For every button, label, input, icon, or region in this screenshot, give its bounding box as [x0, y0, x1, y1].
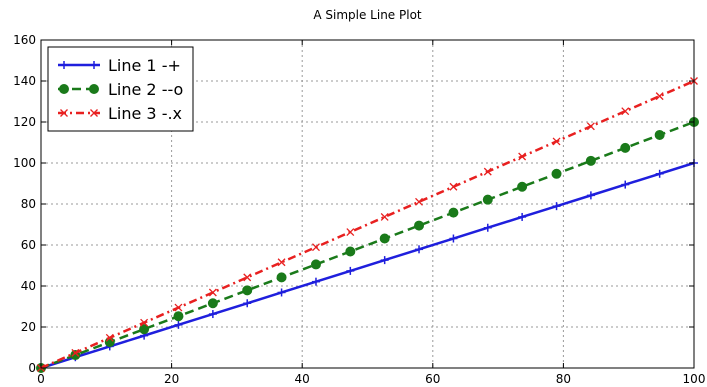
legend-item: Line 3 -.x: [58, 104, 182, 123]
data-point-2: [345, 246, 356, 257]
data-point-2: [414, 220, 425, 231]
data-point-3: [140, 318, 149, 327]
data-point-3: [449, 182, 458, 191]
x-tick-label: 0: [37, 372, 45, 386]
data-point-1: [655, 169, 664, 178]
data-point-2: [585, 155, 596, 166]
data-point-2: [139, 324, 150, 335]
data-point-3: [277, 258, 286, 267]
legend-marker: [90, 109, 98, 117]
data-point-1: [415, 245, 424, 254]
grid: [41, 40, 694, 368]
data-point-1: [380, 256, 389, 265]
data-point-3: [243, 273, 252, 282]
data-point-2: [310, 259, 321, 270]
data-point-2: [207, 298, 218, 309]
data-point-2: [448, 207, 459, 218]
y-tick-label: 160: [13, 33, 36, 47]
data-point-3: [655, 92, 664, 101]
legend-label: Line 3 -.x: [108, 104, 182, 123]
data-point-1: [346, 266, 355, 275]
data-point-1: [208, 310, 217, 319]
y-tick-label: 0: [28, 361, 36, 375]
data-point-3: [346, 228, 355, 237]
data-point-3: [71, 348, 80, 357]
y-tick-label: 60: [21, 238, 36, 252]
y-tick-label: 80: [21, 197, 36, 211]
data-point-3: [312, 243, 320, 252]
data-point-3: [380, 212, 389, 221]
x-tick-label: 100: [683, 372, 706, 386]
data-point-1: [518, 212, 527, 221]
x-tick-label: 40: [295, 372, 310, 386]
data-point-1: [586, 191, 595, 200]
data-point-3: [174, 303, 183, 312]
series-line-1: [40, 161, 695, 370]
series-3: [37, 77, 698, 372]
data-point-1: [277, 288, 286, 297]
series-line-2: [40, 120, 695, 370]
data-point-1: [552, 202, 561, 211]
x-tick-label: 20: [164, 372, 179, 386]
data-point-2: [173, 311, 184, 322]
data-point-1: [621, 180, 630, 189]
data-point-2: [379, 233, 390, 244]
x-tick-label: 80: [556, 372, 571, 386]
data-point-2: [620, 142, 631, 153]
legend-item: Line 2 --o: [58, 80, 183, 99]
data-point-1: [483, 223, 492, 232]
data-point-2: [242, 285, 253, 296]
data-point-1: [311, 277, 320, 286]
legend-marker: [90, 61, 98, 69]
axis-ticks: 0 20 40 60 80 100 0 20 40 60 80 100 120 140 160: [13, 33, 705, 386]
data-point-2: [517, 181, 528, 192]
legend-label: Line 1 -+: [108, 56, 181, 75]
chart-title: A Simple Line Plot: [313, 8, 422, 22]
x-tick-label: 60: [425, 372, 440, 386]
data-point-3: [518, 152, 527, 161]
y-tick-label: 120: [13, 115, 36, 129]
legend-marker: [59, 84, 69, 94]
series-group: [36, 77, 699, 373]
legend: Line 1 -+ Line 2 --o Line 3 -.x: [47, 46, 194, 132]
series-1: [37, 159, 698, 372]
data-point-2: [654, 129, 665, 140]
y-tick-label: 100: [13, 156, 36, 170]
y-tick-label: 140: [13, 74, 36, 88]
y-tick-label: 40: [21, 279, 36, 293]
legend-item: Line 1 -+: [58, 56, 181, 75]
series-line-3: [40, 79, 695, 370]
data-point-3: [105, 333, 114, 342]
legend-label: Line 2 --o: [108, 80, 183, 99]
data-point-3: [552, 137, 561, 146]
data-point-3: [415, 197, 423, 206]
legend-marker: [60, 109, 68, 117]
y-tick-label: 20: [21, 320, 36, 334]
data-point-1: [449, 234, 458, 243]
data-point-3: [483, 167, 492, 176]
legend-marker: [60, 61, 68, 69]
data-point-2: [482, 194, 493, 205]
legend-marker: [89, 84, 99, 94]
data-point-3: [586, 122, 595, 131]
data-point-1: [174, 320, 183, 329]
data-point-2: [551, 168, 562, 179]
data-point-1: [243, 299, 252, 308]
data-point-3: [208, 288, 217, 297]
data-point-2: [276, 272, 287, 283]
data-point-3: [621, 107, 630, 116]
